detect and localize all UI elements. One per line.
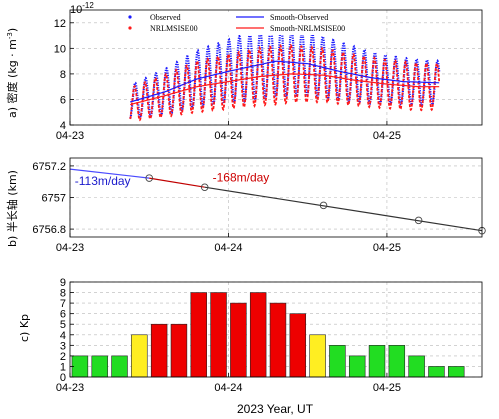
y-tick-label: 1 <box>60 361 66 373</box>
panel-c-frame <box>69 281 483 378</box>
legend-entry-label: NRLMSISE00 <box>150 24 198 33</box>
x-tick-label: 04-25 <box>373 382 401 394</box>
kp-bar <box>131 334 148 378</box>
kp-bar <box>309 334 326 378</box>
y-tick-label: 10 <box>54 43 66 55</box>
smooth-observed-line <box>130 60 440 103</box>
semimajor-axis-segment <box>149 177 205 188</box>
kp-bar <box>348 355 366 378</box>
semimajor-axis-marker <box>414 216 423 225</box>
kp-bar <box>289 313 307 378</box>
panel-a-data <box>129 24 441 122</box>
y-tick-label: 12 <box>54 18 66 30</box>
kp-bar <box>428 366 445 378</box>
y-tick-label: 9 <box>60 277 66 289</box>
kp-bar <box>210 292 227 378</box>
nrlmsise00-density-series <box>129 43 441 122</box>
y-tick-label: 6 <box>60 309 66 321</box>
y-tick-label: 5 <box>60 319 66 331</box>
kp-bar <box>329 345 346 378</box>
legend-background <box>110 12 382 35</box>
y-tick-label: 8 <box>60 288 66 300</box>
panel-c-ylabel: c) Kp <box>18 314 31 342</box>
legend-marker-dot <box>128 15 132 19</box>
legend-entry-label: Smooth-NRLMSISE00 <box>270 24 345 33</box>
kp-bar <box>170 323 188 378</box>
kp-bar <box>249 292 267 378</box>
y-tick-label: 7 <box>60 298 66 310</box>
x-tick-label: 04-24 <box>214 382 242 394</box>
y-tick-label: 6757.2 <box>32 161 66 173</box>
kp-bar <box>150 323 168 378</box>
kp-bar <box>230 302 247 378</box>
smooth-nrlmsise00-line <box>130 73 440 106</box>
panel-a-exponent: 10-12 <box>70 1 94 16</box>
panel-b-ylabel: b) 半长轴 (km) <box>5 170 19 247</box>
y-tick-label: 6757 <box>42 193 66 205</box>
semimajor-axis-marker <box>200 183 209 191</box>
x-tick-label: 04-24 <box>214 130 242 142</box>
y-tick-label: 4 <box>60 120 66 132</box>
x-axis-label: 2023 Year, UT <box>237 402 314 416</box>
panel-a-density: 4 6 8 10 12 04-23 04-24 04-25 10-12 Observed Smo… <box>5 1 483 142</box>
x-tick-label: 04-23 <box>56 242 84 254</box>
decay-rate-label: -113m/day <box>75 174 131 188</box>
panel-a-ticks: 4 6 8 10 12 04-23 04-24 04-25 <box>54 18 401 142</box>
kp-bar <box>71 355 89 378</box>
kp-bar <box>91 355 108 378</box>
panel-b-data: -113m/day -168m/day <box>69 168 486 235</box>
kp-bar <box>269 302 287 378</box>
x-tick-label: 04-23 <box>56 130 84 142</box>
semimajor-axis-marker <box>145 174 153 182</box>
kp-bar <box>111 355 128 378</box>
kp-bar <box>448 366 465 378</box>
y-tick-label: 6 <box>60 94 66 106</box>
y-tick-label: 4 <box>60 330 66 342</box>
decay-rate-label: -168m/day <box>213 171 270 185</box>
kp-bar <box>190 292 207 378</box>
panel-a-frame <box>69 9 483 126</box>
x-tick-label: 04-25 <box>373 130 401 142</box>
y-tick-label: 8 <box>60 69 66 81</box>
kp-bar <box>368 345 386 378</box>
legend-entry-label: Smooth-Observed <box>270 13 328 22</box>
semimajor-axis-segment <box>69 168 150 179</box>
legend-entry-label: Observed <box>150 13 181 22</box>
panel-a-legend: Observed Smooth-Observed NRLMSISE00 Smooth-… <box>110 12 382 35</box>
y-tick-label: 6756.8 <box>32 224 66 236</box>
legend-marker-dot <box>128 26 132 30</box>
semimajor-axis-marker <box>319 201 328 210</box>
y-tick-label: 2 <box>60 351 66 363</box>
x-tick-label: 04-24 <box>214 242 242 254</box>
x-tick-label: 04-23 <box>56 382 84 394</box>
semimajor-axis-segment <box>204 186 483 232</box>
y-tick-label: 3 <box>60 340 66 352</box>
panel-b-grid <box>69 158 482 237</box>
kp-bar <box>408 355 425 378</box>
y-tick-label: 0 <box>60 372 66 384</box>
kp-bar <box>388 345 406 378</box>
panel-a-ylabel: a) 密度 (kg · m-3) <box>5 28 19 118</box>
panel-b-ticks: 6756.8 6757 6757.2 04-23 04-24 04-25 <box>32 161 401 254</box>
x-tick-label: 04-25 <box>373 242 401 254</box>
panel-b-semimajor-axis: -113m/day -168m/day 6756.8 6757 6757.2 04-23… <box>5 157 486 254</box>
